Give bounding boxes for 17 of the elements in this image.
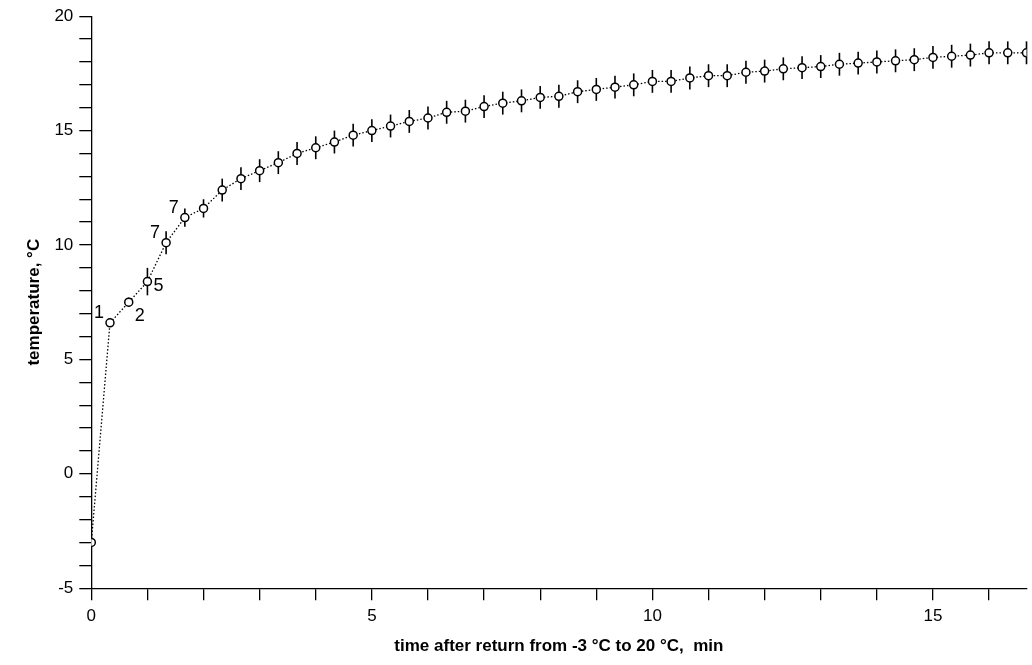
annotation: 2 xyxy=(134,305,145,326)
annotation: 1 xyxy=(93,301,104,322)
y-axis-title: temperature, °C xyxy=(23,238,43,366)
y-tick-label: 5 xyxy=(63,349,74,369)
x-tick-label: 0 xyxy=(86,606,97,626)
y-tick-label: 10 xyxy=(54,234,74,254)
x-tick-label: 5 xyxy=(367,606,377,626)
x-tick-label: 15 xyxy=(923,606,943,626)
annotation: 5 xyxy=(153,274,164,295)
y-tick-label: -5 xyxy=(58,577,74,597)
y-tick-label: 15 xyxy=(54,120,74,140)
y-tick-label: 0 xyxy=(63,463,74,483)
annotation: 7 xyxy=(150,221,161,242)
annotation: 7 xyxy=(168,196,179,217)
y-tick-label: 20 xyxy=(54,5,74,25)
x-tick-label: 10 xyxy=(642,606,662,626)
x-axis-title: time after return from -3 °C to 20 °C, min xyxy=(394,636,724,656)
